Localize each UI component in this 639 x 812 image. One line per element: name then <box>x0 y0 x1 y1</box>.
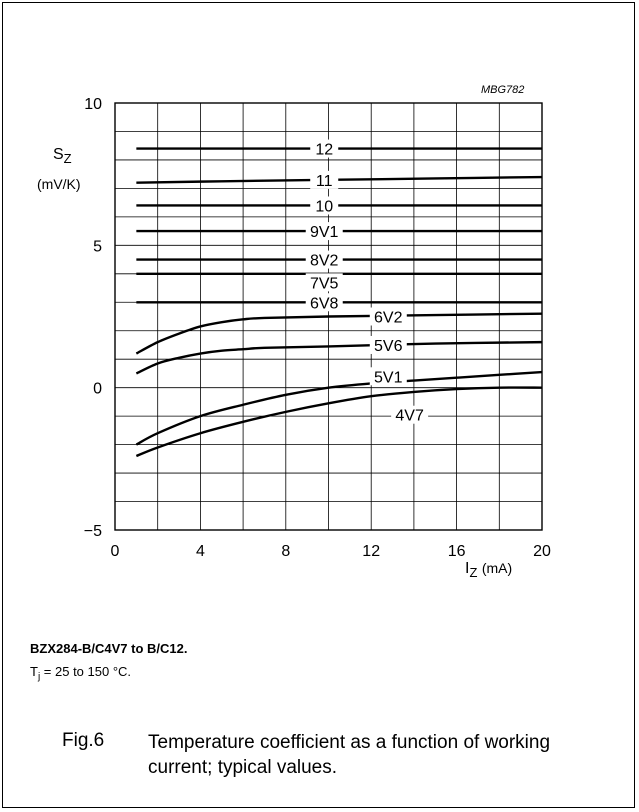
y-tick-label: 0 <box>93 381 102 398</box>
series-label-bg <box>305 293 343 312</box>
plot-border <box>114 102 543 531</box>
cond-prefix: T <box>30 664 38 679</box>
series-label-5v1: 5V1 <box>374 369 403 386</box>
x-tick-label: 0 <box>111 543 120 560</box>
figure-code: MBG782 <box>481 84 525 96</box>
series-label-5v6: 5V6 <box>374 338 403 355</box>
series-label-bg <box>305 222 343 241</box>
series-line-5v6 <box>135 340 543 375</box>
series-label-6v8: 6V8 <box>310 295 339 312</box>
x-tick-label: 20 <box>533 543 551 560</box>
cond-sub: j <box>37 671 41 683</box>
series-label-bg <box>391 405 429 424</box>
y-tick-label: 5 <box>93 238 102 255</box>
figure-number: Fig.6 <box>62 730 105 751</box>
series-label-bg <box>369 367 407 386</box>
series-line-11 <box>136 175 543 184</box>
series-label-8v2: 8V2 <box>310 253 339 270</box>
series-label-12: 12 <box>315 142 333 159</box>
figure-caption: Temperature coefficient as a function of… <box>148 732 551 778</box>
x-symbol-sub: Z <box>469 565 478 581</box>
x-axis-label: IZ (mA) <box>465 560 512 580</box>
series-line-6v2 <box>135 312 543 355</box>
x-tick-label: 16 <box>448 543 466 560</box>
figure-condition: Tj = 25 to 150 °C. <box>30 664 131 683</box>
y-symbol: S <box>53 146 64 163</box>
figure-subtitle: BZX284-B/C4V7 to B/C12. <box>30 641 188 656</box>
y-tick-label: 10 <box>84 96 102 113</box>
y-symbol-sub: Z <box>63 151 72 167</box>
x-tick-label: 8 <box>281 543 290 560</box>
series-label-9v1: 9V1 <box>310 224 339 241</box>
series-label-bg <box>310 139 339 158</box>
series-line-5v1 <box>135 370 543 446</box>
series-label-4v7: 4V7 <box>395 408 424 425</box>
series-label-bg <box>305 250 343 269</box>
y-tick-label: −5 <box>84 523 102 540</box>
cond-suffix: = 25 to 150 °C. <box>40 664 132 679</box>
y-axis-symbol: SZ <box>53 146 72 166</box>
series-label-bg <box>305 273 343 292</box>
series-label-bg <box>310 170 339 189</box>
series-line-4v7 <box>135 386 543 458</box>
series-label-bg <box>369 307 407 326</box>
x-tick-label: 12 <box>362 543 380 560</box>
y-axis-unit: (mV/K) <box>37 176 81 192</box>
x-symbol: I <box>465 560 470 577</box>
series-label-11: 11 <box>316 173 333 190</box>
series-label-10: 10 <box>315 198 333 215</box>
series-label-bg <box>369 335 407 354</box>
x-unit: (mA) <box>481 560 513 576</box>
series-label-7v5: 7V5 <box>310 275 339 292</box>
x-tick-label: 4 <box>196 543 205 560</box>
series-label-6v2: 6V2 <box>374 310 403 327</box>
series-label-bg <box>310 196 339 215</box>
